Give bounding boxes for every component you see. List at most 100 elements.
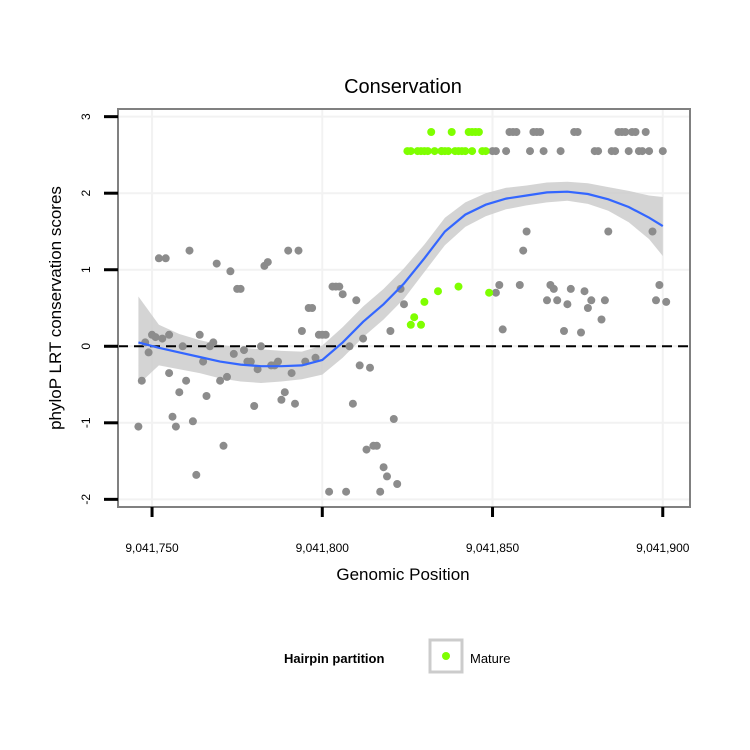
data-point xyxy=(393,480,402,488)
data-point xyxy=(383,472,391,481)
x-tick-label: 9,041,850 xyxy=(466,541,520,555)
data-point xyxy=(587,296,596,305)
confidence-ribbon xyxy=(138,181,663,385)
data-point xyxy=(658,147,667,156)
y-axis-label: phyloP LRT conservation scores xyxy=(46,186,65,430)
data-point xyxy=(154,254,163,263)
data-point xyxy=(389,415,398,423)
data-point xyxy=(209,338,218,347)
data-point xyxy=(655,281,664,289)
data-point xyxy=(144,348,153,357)
mature-point xyxy=(427,128,436,136)
data-point xyxy=(536,128,545,136)
data-point xyxy=(263,258,272,267)
data-point xyxy=(134,422,143,431)
data-point xyxy=(199,357,208,366)
y-tick-label: 0 xyxy=(79,343,93,350)
data-point xyxy=(246,357,255,366)
data-point xyxy=(137,376,146,385)
data-point xyxy=(161,254,170,263)
mature-point xyxy=(434,287,442,296)
plot-panel xyxy=(117,108,691,508)
data-point xyxy=(553,296,562,305)
data-point xyxy=(274,357,282,366)
data-point xyxy=(580,287,589,296)
data-point xyxy=(515,281,524,289)
data-point xyxy=(175,388,184,397)
data-point xyxy=(236,284,245,293)
data-point xyxy=(491,288,500,297)
data-point xyxy=(216,376,225,385)
data-point xyxy=(362,445,371,454)
x-tick-label: 9,041,750 xyxy=(125,541,179,555)
data-point xyxy=(600,296,609,305)
data-point xyxy=(277,395,286,404)
data-point xyxy=(219,441,228,450)
x-tick-label: 9,041,900 xyxy=(636,541,690,555)
data-point xyxy=(502,147,511,156)
data-point xyxy=(624,147,633,156)
data-point xyxy=(223,372,231,381)
data-point xyxy=(491,147,500,156)
data-point xyxy=(560,327,568,335)
legend-label-mature: Mature xyxy=(470,651,510,666)
data-point xyxy=(359,334,368,343)
data-point xyxy=(563,300,572,309)
data-point xyxy=(168,412,177,421)
mature-point xyxy=(410,313,419,322)
data-point xyxy=(372,441,381,450)
legend-title: Hairpin partition xyxy=(284,651,384,666)
data-point xyxy=(185,246,194,255)
legend: Hairpin partition Mature xyxy=(284,638,510,674)
data-point xyxy=(171,422,180,431)
data-point xyxy=(335,282,344,291)
mature-point xyxy=(474,128,483,136)
data-point xyxy=(396,284,405,293)
data-point xyxy=(577,328,585,337)
mature-point xyxy=(417,320,425,329)
data-point xyxy=(192,470,201,479)
data-point xyxy=(400,300,408,309)
data-point xyxy=(498,325,507,334)
data-point xyxy=(165,369,174,378)
data-point xyxy=(539,147,548,156)
mature-point xyxy=(420,297,429,306)
data-point xyxy=(165,330,174,339)
data-point xyxy=(366,363,374,372)
x-axis-label: Genomic Position xyxy=(336,565,469,584)
data-point xyxy=(158,334,167,343)
data-point xyxy=(556,147,565,156)
data-point xyxy=(202,392,211,400)
data-point xyxy=(229,349,238,358)
data-point xyxy=(250,402,259,410)
y-tick-label: 2 xyxy=(79,190,93,197)
data-point xyxy=(604,227,613,236)
y-tick-label: -1 xyxy=(79,417,93,428)
data-point xyxy=(308,304,317,312)
mature-point xyxy=(430,147,439,156)
data-point xyxy=(348,399,357,408)
y-tick-label: 1 xyxy=(79,266,93,273)
mature-point xyxy=(461,147,470,156)
mature-point xyxy=(454,282,463,291)
legend-key-box xyxy=(428,638,464,674)
mature-point xyxy=(406,320,415,329)
data-point xyxy=(519,246,528,255)
legend-key-mature-point xyxy=(442,652,450,660)
data-point xyxy=(641,128,650,136)
data-point xyxy=(188,417,197,426)
data-point xyxy=(583,304,592,312)
data-point xyxy=(311,353,320,362)
y-tick-label: -2 xyxy=(79,494,93,505)
data-point xyxy=(257,342,265,351)
data-point xyxy=(662,297,671,306)
data-point xyxy=(195,330,204,339)
data-point xyxy=(495,281,504,289)
data-point xyxy=(291,399,299,408)
chart-title: Conservation xyxy=(344,76,462,98)
data-point xyxy=(325,487,334,496)
mature-point xyxy=(423,147,432,156)
data-point xyxy=(342,487,351,496)
mature-point xyxy=(444,147,453,156)
